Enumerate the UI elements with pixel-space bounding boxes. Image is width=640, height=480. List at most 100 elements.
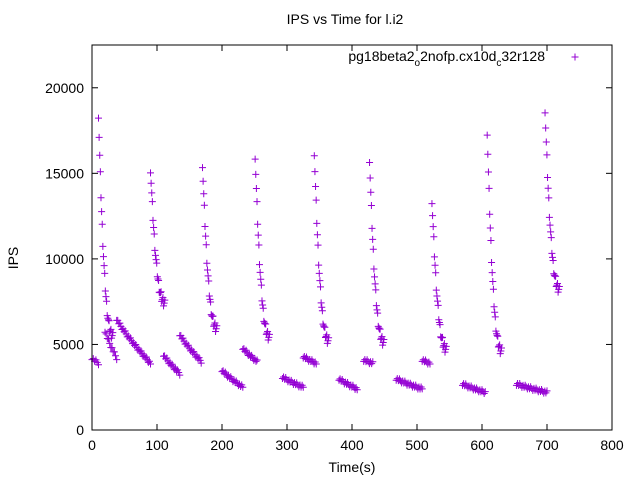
data-point (368, 224, 376, 232)
data-point (315, 269, 323, 277)
data-point (544, 173, 552, 181)
data-point (485, 184, 493, 192)
legend-label-tail: 32r128 (501, 48, 545, 64)
data-point (442, 345, 450, 353)
data-point (367, 201, 375, 209)
data-point (321, 323, 329, 331)
data-point (532, 384, 540, 392)
data-point (547, 228, 555, 236)
x-tick-label: 600 (470, 437, 494, 453)
data-point (108, 344, 116, 352)
data-point (160, 299, 168, 307)
data-point (380, 335, 388, 343)
data-point (105, 317, 113, 325)
data-point (254, 220, 262, 228)
data-point (101, 328, 109, 336)
data-point (251, 155, 259, 163)
data-point (199, 164, 206, 172)
data-point (371, 280, 379, 288)
legend-marker (571, 53, 579, 61)
data-point (312, 182, 320, 190)
data-point (418, 385, 426, 393)
data-point (325, 334, 333, 342)
data-point (371, 273, 379, 281)
data-point (372, 302, 380, 310)
data-point (98, 208, 106, 216)
data-point (255, 241, 263, 249)
data-point (544, 184, 552, 192)
data-point (257, 281, 265, 289)
data-point (310, 152, 318, 160)
legend-label-mid: 2nofp.cx10d (420, 48, 496, 64)
data-point (543, 151, 551, 159)
data-point (121, 327, 129, 335)
data-point (430, 253, 438, 261)
data-point (101, 269, 109, 277)
data-point (205, 292, 213, 300)
data-point (256, 268, 264, 276)
data-point (126, 334, 134, 342)
data-point (253, 356, 261, 364)
data-point (484, 168, 492, 176)
y-tick-label: 0 (76, 422, 84, 438)
data-point (318, 303, 326, 311)
data-point (106, 339, 114, 347)
data-point (318, 307, 326, 315)
x-tick-label: 500 (405, 437, 429, 453)
data-point (324, 337, 332, 345)
data-point (367, 188, 375, 196)
data-point (149, 216, 157, 224)
data-point (373, 306, 381, 314)
data-point (103, 334, 111, 342)
data-point (147, 360, 154, 368)
data-point (155, 277, 163, 285)
data-point (311, 168, 319, 176)
data-point (257, 275, 265, 283)
data-point (353, 386, 361, 394)
data-point (95, 361, 102, 369)
data-point (426, 360, 434, 368)
data-point (95, 114, 102, 122)
data-point (184, 341, 192, 349)
data-point (484, 150, 492, 158)
data-point (104, 316, 112, 324)
data-point (489, 285, 497, 293)
data-point (312, 360, 320, 368)
data-point (176, 371, 184, 379)
data-point (205, 277, 213, 285)
data-point (313, 231, 321, 239)
data-point (316, 277, 324, 285)
data-point (108, 332, 116, 340)
data-point (265, 330, 273, 338)
data-point (204, 272, 212, 280)
data-point (320, 322, 328, 330)
x-tick-label: 200 (210, 437, 234, 453)
data-point (369, 245, 377, 253)
data-point (489, 278, 497, 286)
data-point (147, 179, 155, 187)
data-point (488, 259, 496, 267)
data-point (153, 259, 161, 267)
data-point (317, 283, 325, 291)
data-point (428, 200, 436, 208)
data-point (96, 151, 104, 159)
data-point (549, 253, 557, 261)
data-point (199, 177, 207, 185)
data-point (552, 272, 560, 280)
data-point (491, 308, 499, 316)
data-point (366, 174, 374, 182)
data-point (542, 124, 550, 132)
plot-frame (91, 44, 613, 431)
data-point (376, 325, 384, 333)
data-point (161, 296, 169, 304)
data-point (545, 213, 553, 221)
data-point (202, 241, 210, 249)
data-point (209, 312, 217, 320)
data-point (369, 235, 377, 243)
data-point (366, 159, 374, 167)
data-point (527, 383, 535, 391)
legend-label: pg18beta2o2nofp.cx10dc32r128 (348, 48, 545, 69)
data-point (207, 298, 215, 306)
data-point (379, 338, 387, 346)
